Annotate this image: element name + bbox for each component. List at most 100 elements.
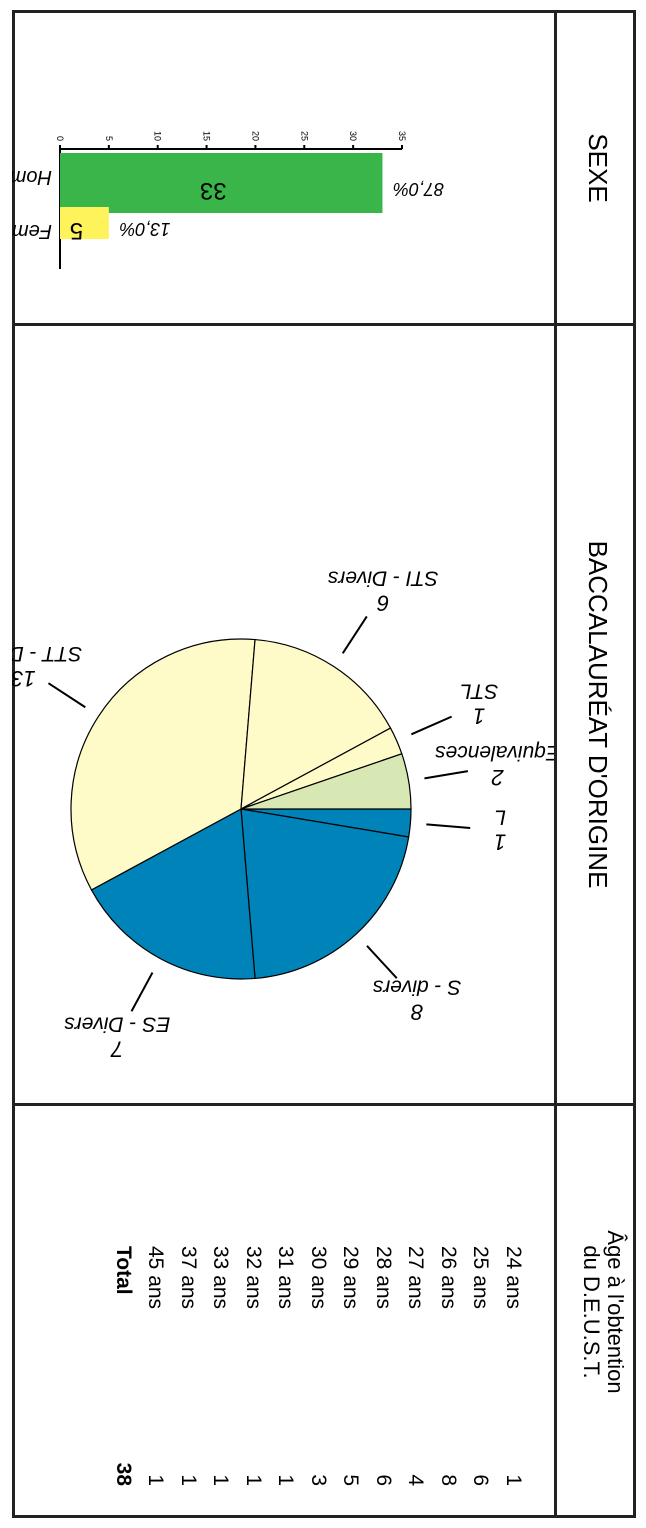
pie-value-label: 8 [410, 999, 423, 1024]
age-row: 27 ans 4 [399, 1246, 432, 1486]
age-title-line1: Âge à l'obtention [603, 1230, 628, 1394]
age-label: 26 ans [437, 1246, 460, 1310]
pie-category-label: STL [460, 680, 499, 703]
title-row-divider [554, 13, 557, 1515]
pie-leader-line [366, 945, 398, 979]
age-count: 5 [339, 1474, 363, 1486]
age-row: 24 ans 1 [497, 1246, 530, 1486]
y-tick-label: 0 [55, 136, 65, 141]
age-table: 24 ans 1 25 ans 6 26 ans 8 27 ans 4 28 ans 6 29 an… [107, 1246, 530, 1486]
pie-value-label: 1 [494, 829, 506, 854]
pie-category-label: Equivalences [435, 741, 554, 764]
age-row: 32 ans 1 [237, 1246, 270, 1486]
age-label: 29 ans [339, 1246, 363, 1310]
age-label: 24 ans [502, 1246, 525, 1310]
pie-slice-equivalences [240, 753, 412, 810]
age-count: 8 [437, 1474, 460, 1486]
age-row: 26 ans 8 [432, 1246, 465, 1486]
age-row: 30 ans 3 [302, 1246, 335, 1486]
age-row: 37 ans 1 [172, 1246, 205, 1486]
pie-leader-line [426, 823, 471, 829]
pie-value-label: 2 [491, 765, 504, 790]
pie-label-group: 1L [494, 805, 506, 854]
category-label: Homme [12, 166, 52, 188]
y-tick-label: 20 [250, 131, 260, 141]
category-label: Femme [12, 220, 52, 242]
age-count: 1 [177, 1474, 200, 1486]
age-label: 32 ans [242, 1246, 265, 1310]
age-count: 1 [274, 1474, 298, 1486]
age-count: 1 [144, 1474, 168, 1486]
age-count: 1 [209, 1474, 233, 1486]
age-label: 33 ans [209, 1246, 233, 1310]
age-row: 31 ans 1 [269, 1246, 302, 1486]
age-label: 30 ans [307, 1246, 330, 1310]
pie-category-label: STT - Divers [12, 642, 82, 665]
age-count: 6 [372, 1474, 395, 1486]
y-tick-label: 35 [397, 131, 407, 141]
age-row: 25 ans 6 [464, 1246, 497, 1486]
figure-frame: SEXE BACCALAURÉAT D'ORIGINE Âge à l'obte… [12, 10, 636, 1518]
y-tick-label: 25 [299, 131, 309, 141]
age-total-label: Total [112, 1246, 135, 1295]
age-count: 1 [242, 1474, 265, 1486]
bar-percent-label: 13,0% [119, 219, 170, 239]
pie-value-label: 13 [12, 666, 36, 691]
age-count: 4 [404, 1474, 428, 1486]
pie-leader-line [410, 715, 453, 736]
age-row: 33 ans 1 [204, 1246, 237, 1486]
age-count: 1 [502, 1474, 525, 1486]
y-tick-label: 30 [348, 131, 358, 141]
y-tick-label: 5 [104, 136, 114, 141]
pie-category-label: S - divers [372, 975, 461, 998]
pie-category-label: L [494, 805, 506, 828]
y-tick-label: 15 [202, 131, 212, 141]
bar-femme [60, 207, 109, 239]
age-label: 28 ans [372, 1246, 395, 1310]
age-label: 31 ans [274, 1246, 298, 1310]
pie-slice-sti-divers [240, 638, 392, 811]
sexe-title: SEXE [583, 133, 613, 203]
pie-label-group: 8S - divers [372, 975, 461, 1024]
age-label: 45 ans [144, 1246, 168, 1310]
age-label: 27 ans [404, 1246, 428, 1310]
age-total-value: 38 [112, 1462, 135, 1486]
age-row: 28 ans 6 [367, 1246, 400, 1486]
bac-title: BACCALAURÉAT D'ORIGINE [583, 540, 613, 889]
pie-leader-line [130, 972, 154, 1012]
age-title: Âge à l'obtention du D.E.U.S.T. [579, 1106, 628, 1518]
pie-slice-s-divers [240, 808, 410, 980]
pie-category-label: STI - Divers [327, 566, 438, 589]
age-row: 45 ans 1 [139, 1246, 172, 1486]
divider-bac-age [15, 1103, 633, 1106]
pie-leader-line [341, 615, 368, 654]
age-count: 6 [469, 1474, 493, 1486]
pie-value-label: 6 [376, 590, 389, 615]
pie-slice-stt-divers [70, 638, 256, 891]
bar-homme [59, 153, 383, 213]
pie-category-label: ES - Divers [64, 1013, 171, 1036]
age-row: 29 ans 5 [334, 1246, 367, 1486]
bar-percent-label: 87,0% [393, 179, 444, 199]
age-title-line2: du D.E.U.S.T. [579, 1245, 604, 1379]
pie-leader-line [424, 770, 469, 780]
pie-value-label: 1 [473, 704, 485, 729]
age-count: 3 [307, 1474, 330, 1486]
sexe-bar-chart: 0 5 10 15 20 25 30 35 33 87,0% 5 13,0% Homme Femme [12, 131, 444, 269]
pie-label-group: 7ES - Divers [64, 1013, 171, 1062]
age-total-row: Total 38 [107, 1246, 140, 1486]
bar-value-label: 5 [70, 217, 83, 244]
pie-leader-line [47, 682, 86, 709]
age-rows: 24 ans 1 25 ans 6 26 ans 8 27 ans 4 28 ans 6 29 an… [139, 1246, 529, 1486]
y-tick-label: 10 [153, 131, 163, 141]
bar-value-label: 33 [200, 177, 227, 204]
age-label: 25 ans [469, 1246, 493, 1310]
pie-value-label: 7 [110, 1037, 123, 1062]
